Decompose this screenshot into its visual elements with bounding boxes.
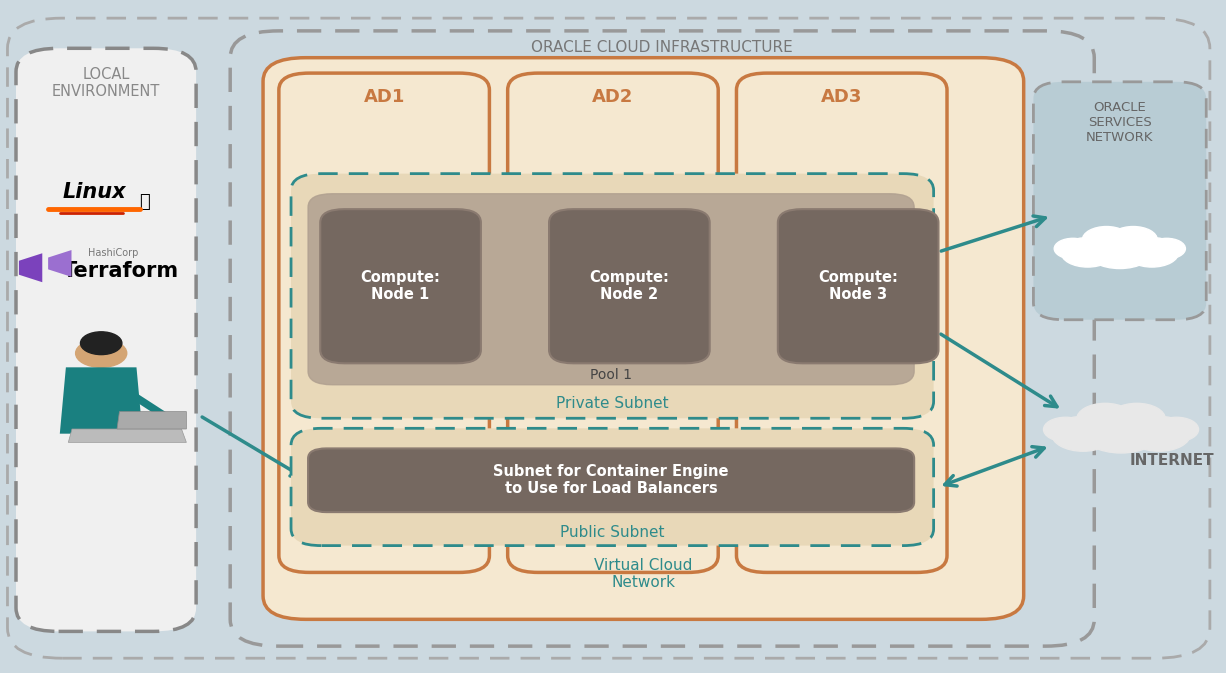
Text: ORACLE CLOUD INFRASTRUCTURE: ORACLE CLOUD INFRASTRUCTURE	[531, 40, 793, 55]
FancyBboxPatch shape	[291, 174, 934, 418]
Text: Compute:
Node 2: Compute: Node 2	[590, 270, 669, 302]
Text: Pool 1: Pool 1	[590, 367, 633, 382]
Polygon shape	[69, 429, 186, 442]
FancyBboxPatch shape	[308, 448, 915, 512]
FancyBboxPatch shape	[737, 73, 946, 573]
FancyBboxPatch shape	[549, 209, 710, 363]
Text: AD2: AD2	[592, 88, 634, 106]
Circle shape	[1043, 417, 1087, 441]
Circle shape	[1085, 230, 1155, 269]
Circle shape	[81, 332, 121, 355]
Circle shape	[1154, 417, 1199, 441]
Circle shape	[1108, 403, 1166, 435]
FancyBboxPatch shape	[777, 209, 938, 363]
Text: AD1: AD1	[363, 88, 405, 106]
Circle shape	[1083, 227, 1130, 253]
FancyBboxPatch shape	[508, 73, 718, 573]
Polygon shape	[48, 250, 71, 277]
FancyBboxPatch shape	[308, 194, 915, 385]
FancyBboxPatch shape	[1034, 82, 1206, 320]
Text: Compute:
Node 1: Compute: Node 1	[360, 270, 440, 302]
Text: Virtual Cloud
Network: Virtual Cloud Network	[595, 557, 693, 590]
Polygon shape	[116, 412, 186, 429]
Circle shape	[1110, 227, 1157, 253]
Circle shape	[1076, 403, 1134, 435]
Polygon shape	[18, 253, 42, 282]
Text: LOCAL
ENVIRONMENT: LOCAL ENVIRONMENT	[51, 67, 161, 100]
Polygon shape	[60, 367, 142, 433]
Text: Compute:
Node 3: Compute: Node 3	[818, 270, 899, 302]
FancyBboxPatch shape	[264, 58, 1024, 619]
Text: Terraform: Terraform	[63, 261, 179, 281]
Text: 🐧: 🐧	[140, 193, 151, 211]
Text: Linux: Linux	[63, 182, 126, 203]
Text: Subnet for Container Engine
to Use for Load Balancers: Subnet for Container Engine to Use for L…	[493, 464, 729, 497]
Text: Public Subnet: Public Subnet	[560, 525, 664, 540]
Text: ORACLE
SERVICES
NETWORK: ORACLE SERVICES NETWORK	[1086, 100, 1154, 143]
Circle shape	[1080, 408, 1162, 453]
FancyBboxPatch shape	[7, 18, 1210, 658]
Circle shape	[1128, 417, 1190, 451]
FancyBboxPatch shape	[16, 48, 196, 631]
FancyBboxPatch shape	[278, 73, 489, 573]
FancyBboxPatch shape	[320, 209, 481, 363]
Polygon shape	[123, 387, 175, 425]
Text: AD3: AD3	[821, 88, 862, 106]
Circle shape	[1148, 238, 1186, 259]
Text: Private Subnet: Private Subnet	[557, 396, 668, 411]
FancyBboxPatch shape	[230, 31, 1095, 646]
Circle shape	[1054, 238, 1091, 259]
Circle shape	[1060, 238, 1114, 267]
FancyBboxPatch shape	[291, 428, 934, 546]
Circle shape	[76, 339, 126, 367]
Circle shape	[1125, 238, 1178, 267]
Text: INTERNET: INTERNET	[1130, 453, 1215, 468]
Text: HashiCorp: HashiCorp	[88, 248, 139, 258]
Circle shape	[1052, 417, 1114, 451]
